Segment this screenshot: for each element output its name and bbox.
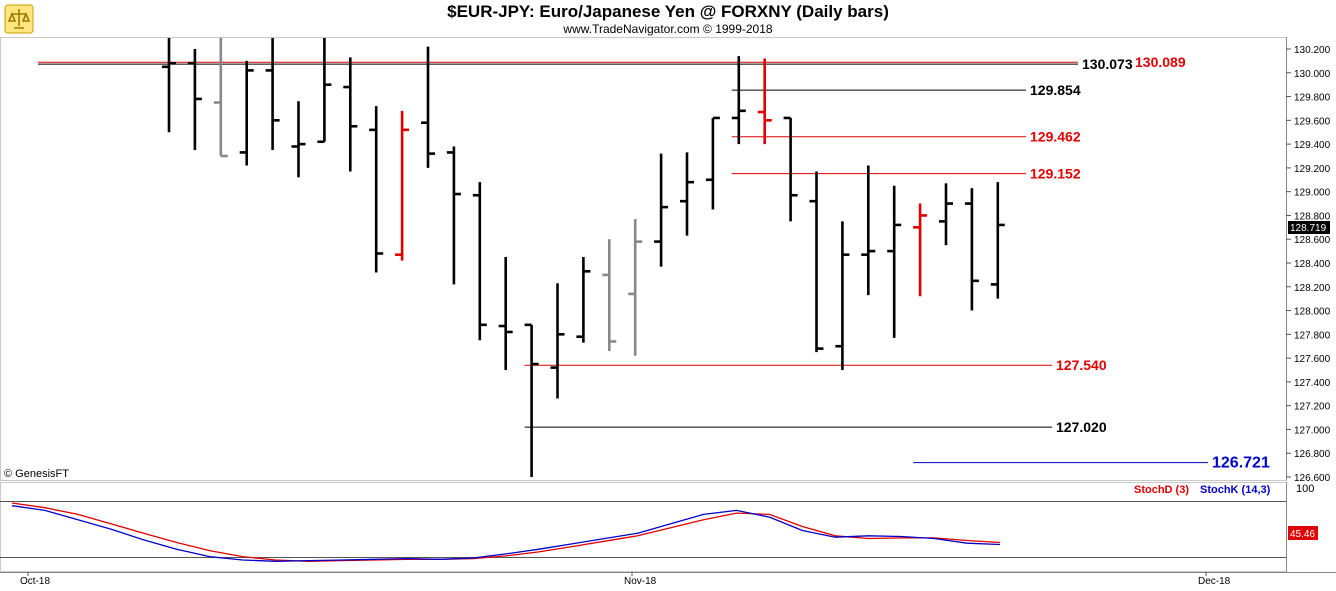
level-label: 129.462	[1030, 129, 1081, 145]
ohlc-bar	[395, 110, 410, 261]
ohlc-bar	[628, 219, 643, 356]
x-tick-label: Nov-18	[624, 576, 657, 587]
stoch-d-line	[11, 502, 1001, 562]
ohlc-bar	[291, 101, 306, 178]
ohlc-bar	[369, 106, 384, 273]
y-tick-label: 128.200	[1294, 283, 1331, 294]
y-tick-label: 128.000	[1294, 307, 1331, 318]
last-price-value: 128.719	[1290, 223, 1327, 234]
price-y-axis: 130.200 130.000 129.800 129.600 129.400 129.2…	[1286, 45, 1331, 484]
stoch-panel-frame	[0, 482, 1287, 572]
ohlc-bar	[887, 185, 902, 338]
ohlc-bar	[939, 183, 953, 246]
ohlc-bar	[187, 49, 202, 151]
ohlc-bar	[343, 57, 358, 172]
ohlc-bar	[861, 165, 876, 296]
ohlc-bar	[990, 182, 1005, 299]
y-tick-label: 128.800	[1294, 211, 1331, 222]
ohlc-bar	[835, 221, 850, 370]
ohlc-bar	[913, 203, 928, 297]
ohlc-bar	[239, 60, 254, 166]
level-label: 126.721	[1212, 455, 1270, 472]
stoch-k-label: StochK (14,3)	[1200, 484, 1271, 496]
stoch-last-tag	[1288, 526, 1318, 540]
y-tick-label: 129.200	[1294, 164, 1331, 175]
ohlc-bar	[964, 188, 979, 311]
stoch-tick-100: 100	[1296, 483, 1314, 495]
ohlc-bar	[576, 257, 591, 343]
ohlc-bar	[550, 283, 565, 399]
ohlc-bar	[654, 153, 669, 267]
x-tick-label: Oct-18	[20, 576, 50, 587]
y-tick-label: 129.400	[1294, 140, 1331, 151]
ohlc-bar	[680, 152, 694, 236]
ohlc-bar	[446, 146, 461, 285]
stoch-d-label: StochD (3)	[1134, 484, 1189, 496]
ohlc-bar	[498, 257, 513, 370]
ohlc-bar	[705, 116, 720, 210]
stoch-last-value: 45.46	[1290, 529, 1315, 540]
level-label: 127.540	[1056, 357, 1107, 373]
ohlc-bar	[731, 56, 746, 145]
ohlc-bar	[265, 38, 280, 151]
x-tick-label: Dec-18	[1198, 576, 1231, 587]
price-panel-frame	[0, 37, 1287, 481]
last-price-tag	[1288, 221, 1330, 234]
level-label: 129.152	[1030, 166, 1081, 182]
y-tick-label: 129.000	[1294, 188, 1331, 199]
ohlc-bar	[162, 38, 176, 133]
level-label: 130.073	[1082, 56, 1133, 72]
stochastic-oscillator	[11, 502, 1001, 562]
y-tick-label: 129.600	[1294, 116, 1331, 127]
y-tick-label: 129.800	[1294, 93, 1331, 104]
level-label: 127.020	[1056, 419, 1107, 435]
y-tick-label: 127.000	[1294, 425, 1331, 436]
ohlc-bar	[472, 182, 487, 341]
y-tick-label: 127.400	[1294, 378, 1331, 389]
ohlc-bar	[421, 46, 435, 168]
ohlc-bars	[162, 38, 1005, 477]
ohlc-bar	[757, 58, 772, 145]
date-axis: Oct-18 Nov-18 Dec-18	[20, 572, 1231, 587]
y-tick-label: 127.200	[1294, 402, 1331, 413]
ohlc-bar	[809, 171, 824, 353]
stoch-k-line	[11, 505, 1001, 562]
y-tick-label: 126.600	[1294, 473, 1331, 484]
y-tick-label: 128.600	[1294, 235, 1331, 246]
chart-subtitle: www.TradeNavigator.com © 1999-2018	[563, 22, 773, 36]
level-label: 129.854	[1030, 82, 1081, 98]
y-tick-label: 130.000	[1294, 69, 1331, 80]
ohlc-bar	[317, 38, 332, 144]
level-label: 130.089	[1135, 54, 1186, 70]
ohlc-bar	[524, 323, 539, 477]
y-tick-label: 127.800	[1294, 330, 1331, 341]
ohlc-bar	[602, 239, 617, 351]
y-tick-label: 126.800	[1294, 449, 1331, 460]
y-tick-label: 127.600	[1294, 354, 1331, 365]
data-credit: © GenesisFT	[4, 468, 69, 480]
ohlc-bar	[783, 116, 798, 222]
y-tick-label: 130.200	[1294, 45, 1331, 56]
trade-navigator-logo-icon	[4, 4, 34, 34]
chart-title: $EUR-JPY: Euro/Japanese Yen @ FORXNY (Da…	[447, 2, 889, 21]
ohlc-bar	[213, 38, 228, 158]
y-tick-label: 128.400	[1294, 259, 1331, 270]
